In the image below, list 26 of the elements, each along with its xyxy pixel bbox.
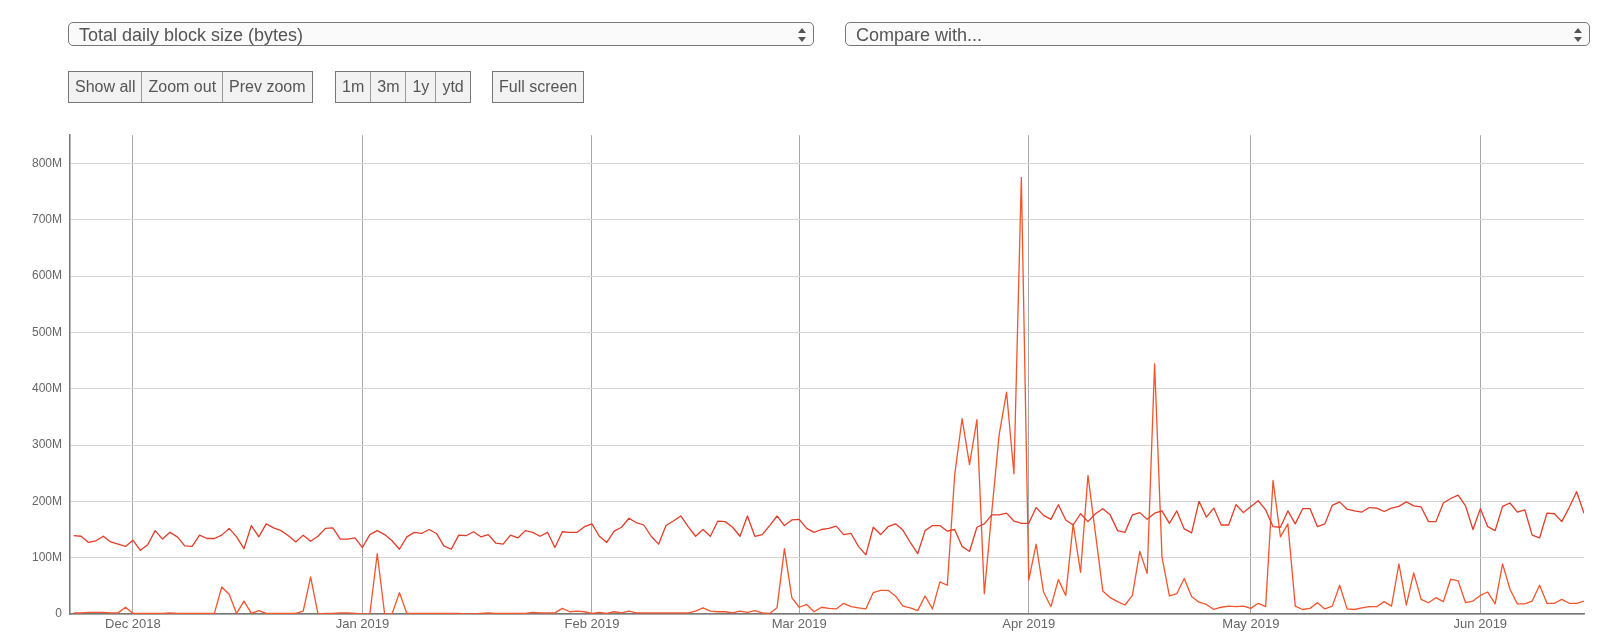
text: Show all	[69, 72, 142, 102]
y-tick-label: 500M	[31, 324, 62, 339]
y-tick-label: 100M	[31, 549, 62, 564]
x-tick-label: Dec 2018	[105, 616, 161, 632]
y-tick-label: 800M	[31, 155, 62, 170]
x-tick-label: Feb 2019	[564, 616, 620, 632]
text: 1m	[336, 72, 371, 102]
y-tick-label: 0	[55, 606, 63, 621]
text: Compare with...	[856, 25, 983, 45]
y-tick-label: 300M	[31, 437, 62, 452]
x-tick-label: Mar 2019	[771, 616, 827, 632]
text: 3m	[370, 72, 406, 102]
chart-title: Total daily block size (bytes)	[79, 25, 304, 45]
text: Full screen	[493, 72, 584, 102]
text: ytd	[435, 72, 470, 102]
y-tick-label: 700M	[31, 212, 62, 227]
x-tick-label: Apr 2019	[1002, 616, 1056, 632]
x-tick-label: May 2019	[1222, 616, 1280, 632]
x-tick-label: Jan 2019	[335, 616, 390, 632]
y-tick-label: 200M	[31, 493, 62, 508]
text: Zoom out	[141, 72, 223, 102]
y-tick-label: 400M	[31, 380, 62, 395]
y-tick-label: 600M	[31, 268, 62, 283]
x-tick-label: Jun 2019	[1453, 616, 1508, 632]
text: 1y	[405, 72, 436, 102]
text: Prev zoom	[222, 72, 312, 102]
